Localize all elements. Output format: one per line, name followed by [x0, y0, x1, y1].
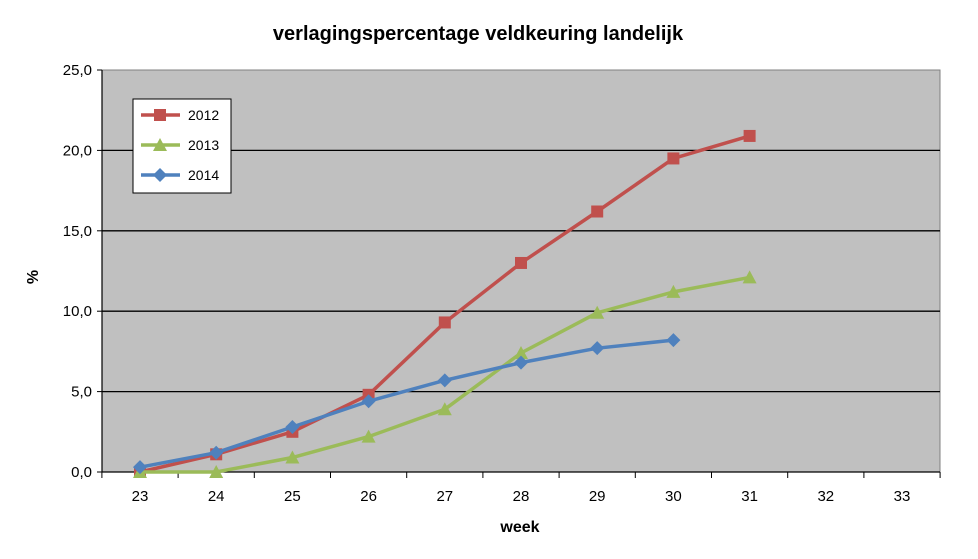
legend-label: 2012 — [188, 107, 219, 123]
data-point-2014 — [666, 333, 681, 348]
x-tick-label: 29 — [589, 488, 606, 505]
data-point-2013 — [666, 284, 681, 298]
series-layer — [133, 129, 757, 478]
data-point-2013 — [514, 346, 528, 360]
x-axis: 23 24 25 26 27 28 29 30 31 32 33 — [101, 471, 941, 505]
data-point-2014 — [285, 419, 300, 434]
series-2013 — [133, 270, 757, 478]
legend-marker — [153, 138, 167, 151]
legend: 2012 2013 2014 — [132, 98, 232, 194]
data-point-2013 — [437, 402, 452, 416]
y-tick-label: 20,0 — [63, 142, 92, 159]
x-tick-label: 33 — [894, 488, 911, 505]
x-tick-label: 31 — [741, 488, 758, 505]
data-point-2013 — [742, 270, 757, 284]
data-point-2013 — [285, 450, 300, 464]
x-tick-label: 23 — [132, 488, 149, 505]
data-point-2014 — [209, 445, 224, 460]
series-2014 — [133, 333, 681, 475]
gridlines — [102, 149, 940, 393]
data-point-2012 — [515, 256, 527, 269]
y-tick-label: 15,0 — [63, 223, 92, 240]
data-point-2012 — [591, 205, 604, 218]
x-tick-label: 26 — [360, 488, 377, 505]
data-point-2013 — [361, 429, 376, 443]
chart-title: verlagingspercentage veldkeuring landeli… — [273, 23, 684, 45]
legend-label: 2014 — [188, 167, 219, 183]
data-point-2013 — [590, 305, 605, 319]
data-point-2012 — [743, 129, 756, 142]
series-line-2014 — [139, 338, 674, 469]
legend-marker — [154, 109, 166, 121]
data-point-2012 — [438, 316, 451, 329]
y-tick-label: 5,0 — [71, 384, 92, 401]
y-tick-label: 0,0 — [71, 464, 92, 481]
x-tick-label: 32 — [817, 488, 834, 505]
data-point-2014 — [437, 373, 452, 388]
data-point-2014 — [133, 460, 147, 475]
data-point-2013 — [209, 465, 224, 478]
x-tick-label: 30 — [665, 488, 682, 505]
data-point-2014 — [590, 341, 605, 356]
legend-label: 2013 — [188, 137, 219, 153]
x-axis-label: week — [499, 519, 539, 536]
legend-item-2013: 2013 — [141, 137, 219, 153]
y-tick-label: 25,0 — [63, 62, 92, 79]
legend-item-2012: 2012 — [141, 107, 219, 123]
data-point-2012 — [667, 152, 680, 165]
y-tick-label: 10,0 — [63, 303, 92, 320]
data-point-2014 — [361, 394, 376, 409]
plot-area — [101, 69, 941, 473]
data-point-2014 — [514, 355, 528, 370]
legend-marker — [153, 168, 167, 182]
x-tick-label: 25 — [284, 488, 301, 505]
y-axis-label: % — [25, 270, 42, 284]
y-axis: 0,0 5,0 10,0 15,0 20,0 25,0 — [63, 62, 103, 481]
legend-item-2014: 2014 — [141, 167, 219, 183]
x-tick-label: 24 — [208, 488, 225, 505]
x-tick-label: 28 — [513, 488, 530, 505]
x-tick-label: 27 — [436, 488, 453, 505]
